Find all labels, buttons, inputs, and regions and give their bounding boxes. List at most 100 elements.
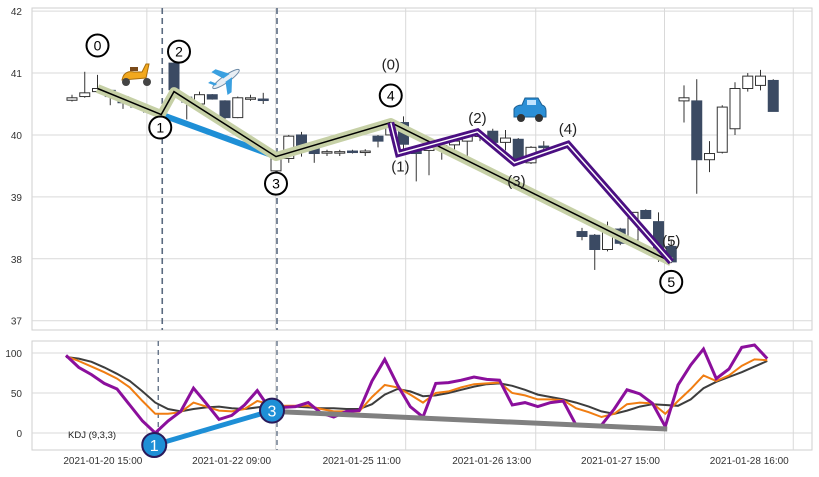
sub-wave-label: (4) — [559, 121, 577, 138]
candle-body — [334, 151, 346, 154]
wave-label-circle — [167, 39, 191, 64]
scooter-icon — [121, 63, 151, 86]
wave-label: 5 — [667, 274, 675, 290]
y-tick-label: 39 — [11, 193, 23, 204]
candle — [257, 92, 269, 104]
candle-body — [66, 97, 78, 101]
candle-body — [372, 135, 384, 142]
scooter-body — [121, 63, 150, 81]
candle — [729, 82, 741, 135]
car-wheel — [535, 114, 543, 122]
x-tick-label: 2021-01-27 15:00 — [581, 456, 660, 467]
wave-label: 0 — [94, 38, 102, 54]
price-plot-area — [31, 7, 813, 331]
candle-body — [716, 106, 728, 153]
candle-body — [321, 151, 333, 154]
candle-body — [767, 79, 779, 112]
car-body — [513, 97, 547, 118]
kdj-divergence-label: 1 — [150, 438, 159, 455]
candle-body — [576, 231, 588, 237]
candle — [691, 79, 703, 194]
x-tick-label: 2021-01-20 15:00 — [63, 456, 142, 467]
wave-label-circle — [378, 83, 403, 108]
plane-wings — [211, 69, 233, 96]
candle — [245, 94, 256, 101]
candle-body — [755, 75, 766, 86]
candle — [640, 209, 652, 220]
candle-body — [257, 98, 269, 102]
candle — [66, 94, 78, 102]
candle-body — [589, 234, 601, 250]
sub-wave-label: (0) — [382, 57, 400, 74]
candle — [576, 227, 588, 241]
candle — [742, 73, 754, 92]
candle-body — [691, 100, 703, 161]
wave-label: 4 — [387, 88, 395, 104]
scooter-wheel — [122, 78, 130, 86]
candle-body — [729, 88, 741, 130]
airplane-icon — [208, 68, 240, 96]
candle — [206, 94, 218, 100]
wave-label: 2 — [175, 44, 183, 60]
wave-label-circle — [148, 115, 173, 140]
y-tick-label: 41 — [11, 69, 23, 80]
candle — [372, 134, 384, 148]
candle-body — [359, 150, 371, 154]
candle — [500, 129, 511, 151]
y-tick-label: 0 — [16, 429, 22, 440]
candle — [321, 149, 333, 156]
wave-label-circle — [659, 269, 684, 294]
candle-body — [206, 94, 218, 100]
price-panel: 37 38 39 40 41 42 0 1 2 3 4 5 (0) (1) (2) (3) (4) (5) — [11, 7, 813, 331]
kdj-divergence-marker — [141, 432, 168, 458]
kdj-divergence-line — [153, 408, 273, 448]
candle-body — [742, 75, 754, 90]
sub-wave-label: (5) — [662, 233, 680, 250]
car-wheel — [517, 114, 525, 122]
candle-body — [245, 97, 256, 100]
y-tick-label: 50 — [11, 389, 23, 400]
kdj-line-J — [64, 343, 769, 436]
x-tick-label: 2021-01-28 16:00 — [710, 456, 789, 467]
y-tick-label: 42 — [11, 7, 23, 18]
candle — [347, 149, 358, 154]
sub-wave-label: (2) — [468, 110, 486, 127]
candle-body — [79, 92, 91, 98]
candle-body — [678, 97, 690, 102]
candle-body — [232, 97, 244, 119]
x-tick-label: 2021-01-26 13:00 — [452, 456, 531, 467]
wave-label-circle — [264, 171, 288, 196]
candle — [232, 96, 244, 119]
candle — [704, 141, 715, 173]
wave-label: 1 — [156, 120, 164, 136]
candle — [767, 79, 779, 112]
candle — [538, 141, 550, 151]
candle — [359, 149, 371, 156]
candle — [334, 149, 346, 156]
candle — [79, 71, 91, 98]
car-window — [527, 100, 536, 105]
wave-label: 3 — [272, 176, 280, 192]
sub-wave-label: (3) — [507, 173, 525, 190]
candle-body — [168, 62, 180, 91]
candle — [219, 100, 231, 120]
kdj-title: KDJ (9,3,3) — [68, 430, 116, 441]
kdj-divergence-marker — [259, 397, 285, 424]
y-tick-label: 40 — [11, 131, 23, 142]
y-tick-label: 38 — [11, 255, 23, 266]
wave-label-circle — [85, 33, 110, 58]
scooter-wheel — [143, 78, 151, 86]
kdj-divergence-label: 3 — [268, 404, 277, 421]
kdj-panel: 0 50 100 2021-01-20 15:00 2021-01-22 09:00 20… — [5, 340, 813, 467]
sub-wave-line — [390, 122, 672, 263]
sub-wave-label: (1) — [391, 159, 409, 176]
candle — [755, 69, 766, 91]
candle-body — [704, 153, 715, 161]
scooter-seat — [130, 67, 138, 71]
kdj-trend-line — [271, 408, 668, 432]
candle — [678, 85, 690, 123]
candle-body — [500, 137, 511, 143]
car-icon — [513, 97, 547, 122]
y-tick-label: 100 — [5, 349, 22, 360]
